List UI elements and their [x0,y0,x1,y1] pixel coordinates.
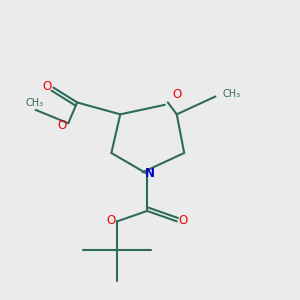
Text: O: O [42,80,52,93]
Text: O: O [106,214,116,227]
Text: CH₃: CH₃ [25,98,43,108]
Text: CH₃: CH₃ [223,88,241,98]
Text: O: O [172,88,182,100]
Text: N: N [144,167,154,180]
Text: O: O [179,214,188,227]
Text: O: O [57,119,66,132]
